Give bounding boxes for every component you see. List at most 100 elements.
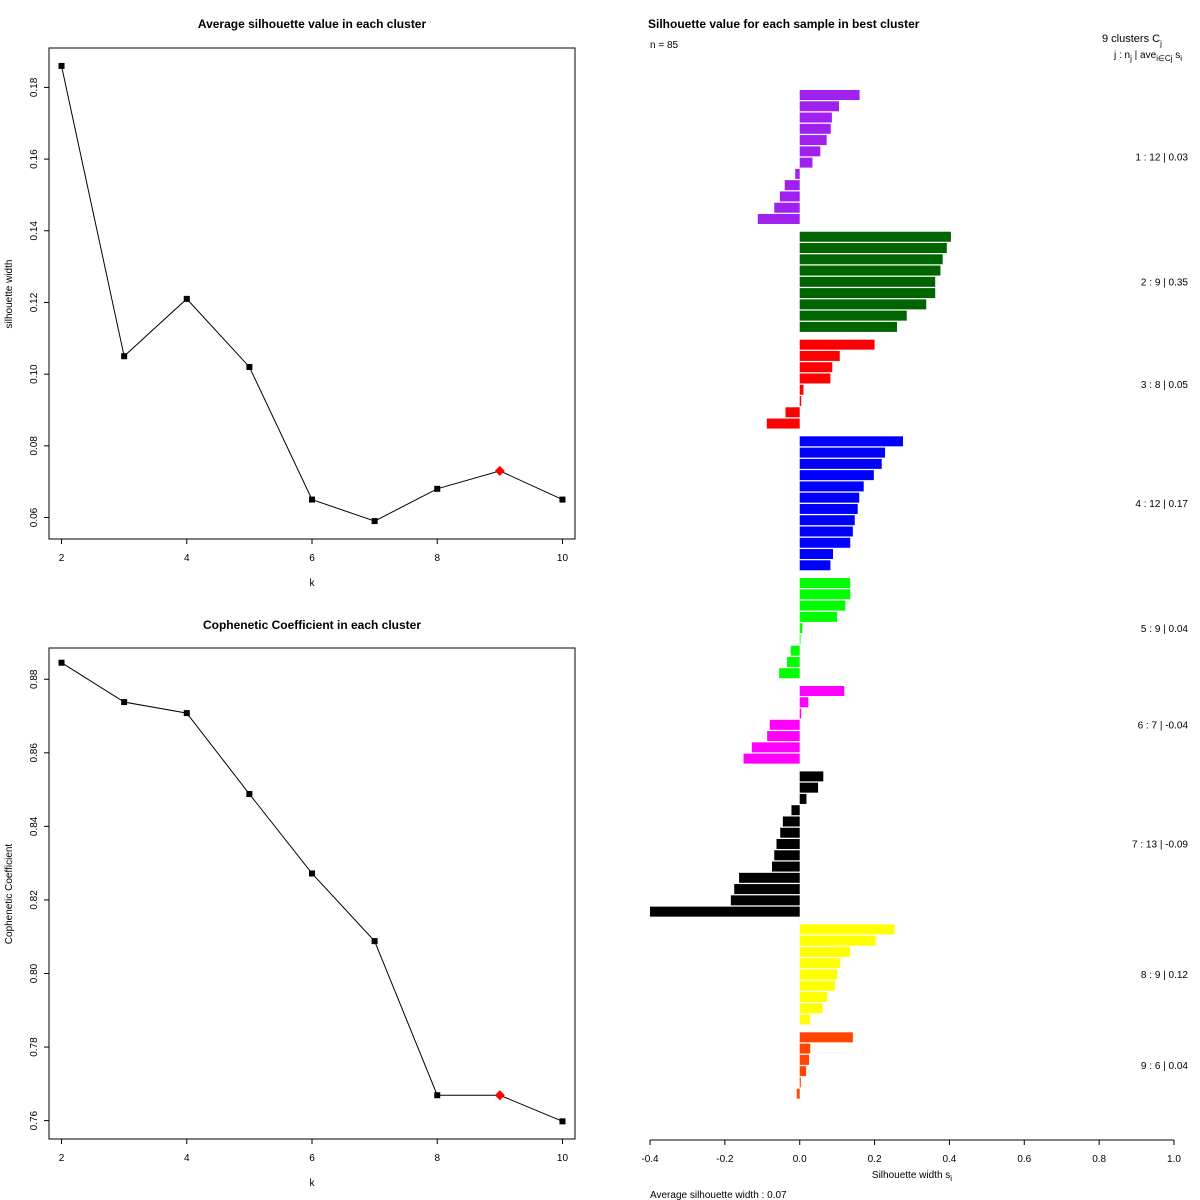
silhouette-line-data-point (371, 518, 378, 525)
silhouette-bar (799, 492, 860, 503)
silhouette-bar (795, 168, 800, 179)
cophenetic-line-x-tick-label: 4 (184, 1153, 190, 1164)
cluster-6-summary-label: 6 : 7 | -0.04 (1138, 720, 1189, 731)
silhouette-line-ylabel: silhouette width (4, 260, 15, 329)
silhouette-bar (799, 157, 813, 168)
silhouette-bar (796, 1088, 800, 1099)
silhouette-bar (743, 753, 800, 764)
cophenetic-line-data-point (434, 1092, 441, 1099)
silhouette-bar (784, 180, 800, 191)
silhouette-bar (791, 805, 800, 816)
cophenetic-line-title: Cophenetic Coefficient in each cluster (203, 618, 421, 632)
cophenetic-line-best-k-marker (494, 1090, 505, 1101)
cophenetic-line-y-tick-label: 0.76 (29, 1110, 40, 1130)
silhouette-bar (799, 1003, 823, 1014)
cluster-columns-header-sub-ave: i∈Cj (1156, 54, 1173, 63)
silhouette-bar (799, 686, 845, 696)
silhouette-bar (774, 202, 800, 213)
silhouette-bar (799, 339, 875, 350)
silhouette-bar (799, 537, 851, 548)
silhouette-bar (799, 526, 853, 537)
silhouette-bar (774, 850, 800, 861)
silhouette-bar (799, 697, 809, 708)
silhouette-bar (766, 418, 800, 429)
silhouette-line-data-point (559, 496, 566, 503)
silhouette-bar (799, 1077, 801, 1088)
cluster-count-header: 9 clusters Cj (1102, 33, 1162, 48)
average-silhouette-footer: Average silhouette width : 0.07 (650, 1190, 787, 1200)
cophenetic-line-y-tick-label: 0.82 (29, 890, 40, 910)
silhouette-bar (799, 1066, 807, 1077)
silhouette-bar (799, 243, 947, 254)
cluster-4-summary-label: 4 : 12 | 0.17 (1135, 499, 1188, 510)
silhouette-line-x-tick-label: 8 (434, 553, 440, 564)
silhouette-line-y-tick-label: 0.16 (29, 149, 40, 169)
cophenetic-line-x-tick-label: 2 (59, 1153, 65, 1164)
silhouette-bar (799, 310, 907, 321)
cophenetic-line-data-point (121, 699, 128, 706)
cluster-count-header-main: 9 clusters C (1102, 33, 1160, 45)
silhouette-line-y-tick-label: 0.10 (29, 364, 40, 384)
silhouette-bar-x-tick-label: -0.4 (641, 1154, 659, 1165)
silhouette-bar (799, 771, 824, 782)
silhouette-line-data-point (121, 353, 128, 360)
silhouette-line-y-tick-label: 0.12 (29, 292, 40, 312)
silhouette-bar (799, 623, 803, 634)
silhouette-bar (799, 1014, 811, 1025)
silhouette-line-x-tick-label: 4 (184, 553, 190, 564)
cophenetic-line-data-point (371, 938, 378, 945)
cophenetic-line-y-tick-label: 0.78 (29, 1037, 40, 1057)
silhouette-bar (772, 861, 800, 872)
silhouette-bar (785, 407, 800, 418)
silhouette-bar (799, 560, 831, 571)
silhouette-bar (799, 634, 801, 645)
silhouette-bar-x-tick-label: 0.8 (1092, 1154, 1106, 1165)
silhouette-bar (799, 969, 838, 980)
silhouette-bar-xlabel-main: Silhouette width s (872, 1170, 950, 1181)
cophenetic-line-x-tick-label: 10 (557, 1153, 569, 1164)
cluster-columns-header-s: s (1173, 50, 1181, 61)
cophenetic-line-xlabel: k (310, 1178, 316, 1189)
silhouette-bar-x-tick-label: 0.0 (793, 1154, 807, 1165)
silhouette-bar (799, 362, 833, 373)
silhouette-bar-title: Silhouette value for each sample in best… (648, 17, 920, 31)
cophenetic-line-y-tick-label: 0.88 (29, 669, 40, 689)
silhouette-bar-x-tick-label: 1.0 (1167, 1154, 1181, 1165)
silhouette-bar (799, 793, 807, 804)
silhouette-bar (782, 816, 800, 827)
silhouette-bar-x-tick-label: 0.6 (1017, 1154, 1031, 1165)
silhouette-bar (799, 600, 846, 611)
silhouette-bar (799, 946, 851, 957)
silhouette-bar (799, 112, 832, 123)
silhouette-bar (767, 731, 800, 742)
silhouette-line-y-tick-label: 0.14 (29, 221, 40, 241)
silhouette-bar (734, 884, 800, 895)
silhouette-line-panel: Average silhouette value in each cluster… (4, 17, 576, 589)
silhouette-line-plot-frame (48, 47, 576, 540)
silhouette-bar (730, 895, 800, 906)
silhouette-line-series-line (61, 65, 563, 522)
silhouette-bar (799, 90, 860, 100)
cophenetic-line-panel: Cophenetic Coefficient in each cluster k… (4, 618, 576, 1189)
cophenetic-line-y-tick-label: 0.86 (29, 743, 40, 763)
silhouette-line-y-tick-label: 0.06 (29, 507, 40, 527)
cophenetic-line-x-tick-label: 8 (434, 1153, 440, 1164)
silhouette-bar (799, 549, 834, 560)
silhouette-bar (799, 254, 943, 265)
silhouette-bar-xlabel-sub: i (950, 1174, 952, 1183)
silhouette-bar (799, 782, 819, 793)
sample-count-label: n = 85 (650, 40, 679, 51)
silhouette-bar (799, 373, 831, 384)
silhouette-bar (799, 231, 951, 242)
silhouette-bar (799, 503, 858, 514)
silhouette-bar (779, 668, 800, 679)
cluster-2-summary-label: 2 : 9 | 0.35 (1141, 277, 1189, 288)
cophenetic-line-data-point (559, 1118, 566, 1125)
silhouette-bar-x-tick-label: -0.2 (716, 1154, 734, 1165)
silhouette-bar-x-tick-label: 0.4 (942, 1154, 956, 1165)
silhouette-bar (776, 839, 800, 850)
silhouette-bar (799, 321, 898, 332)
silhouette-bar (799, 481, 864, 492)
cophenetic-line-y-tick-label: 0.80 (29, 963, 40, 983)
